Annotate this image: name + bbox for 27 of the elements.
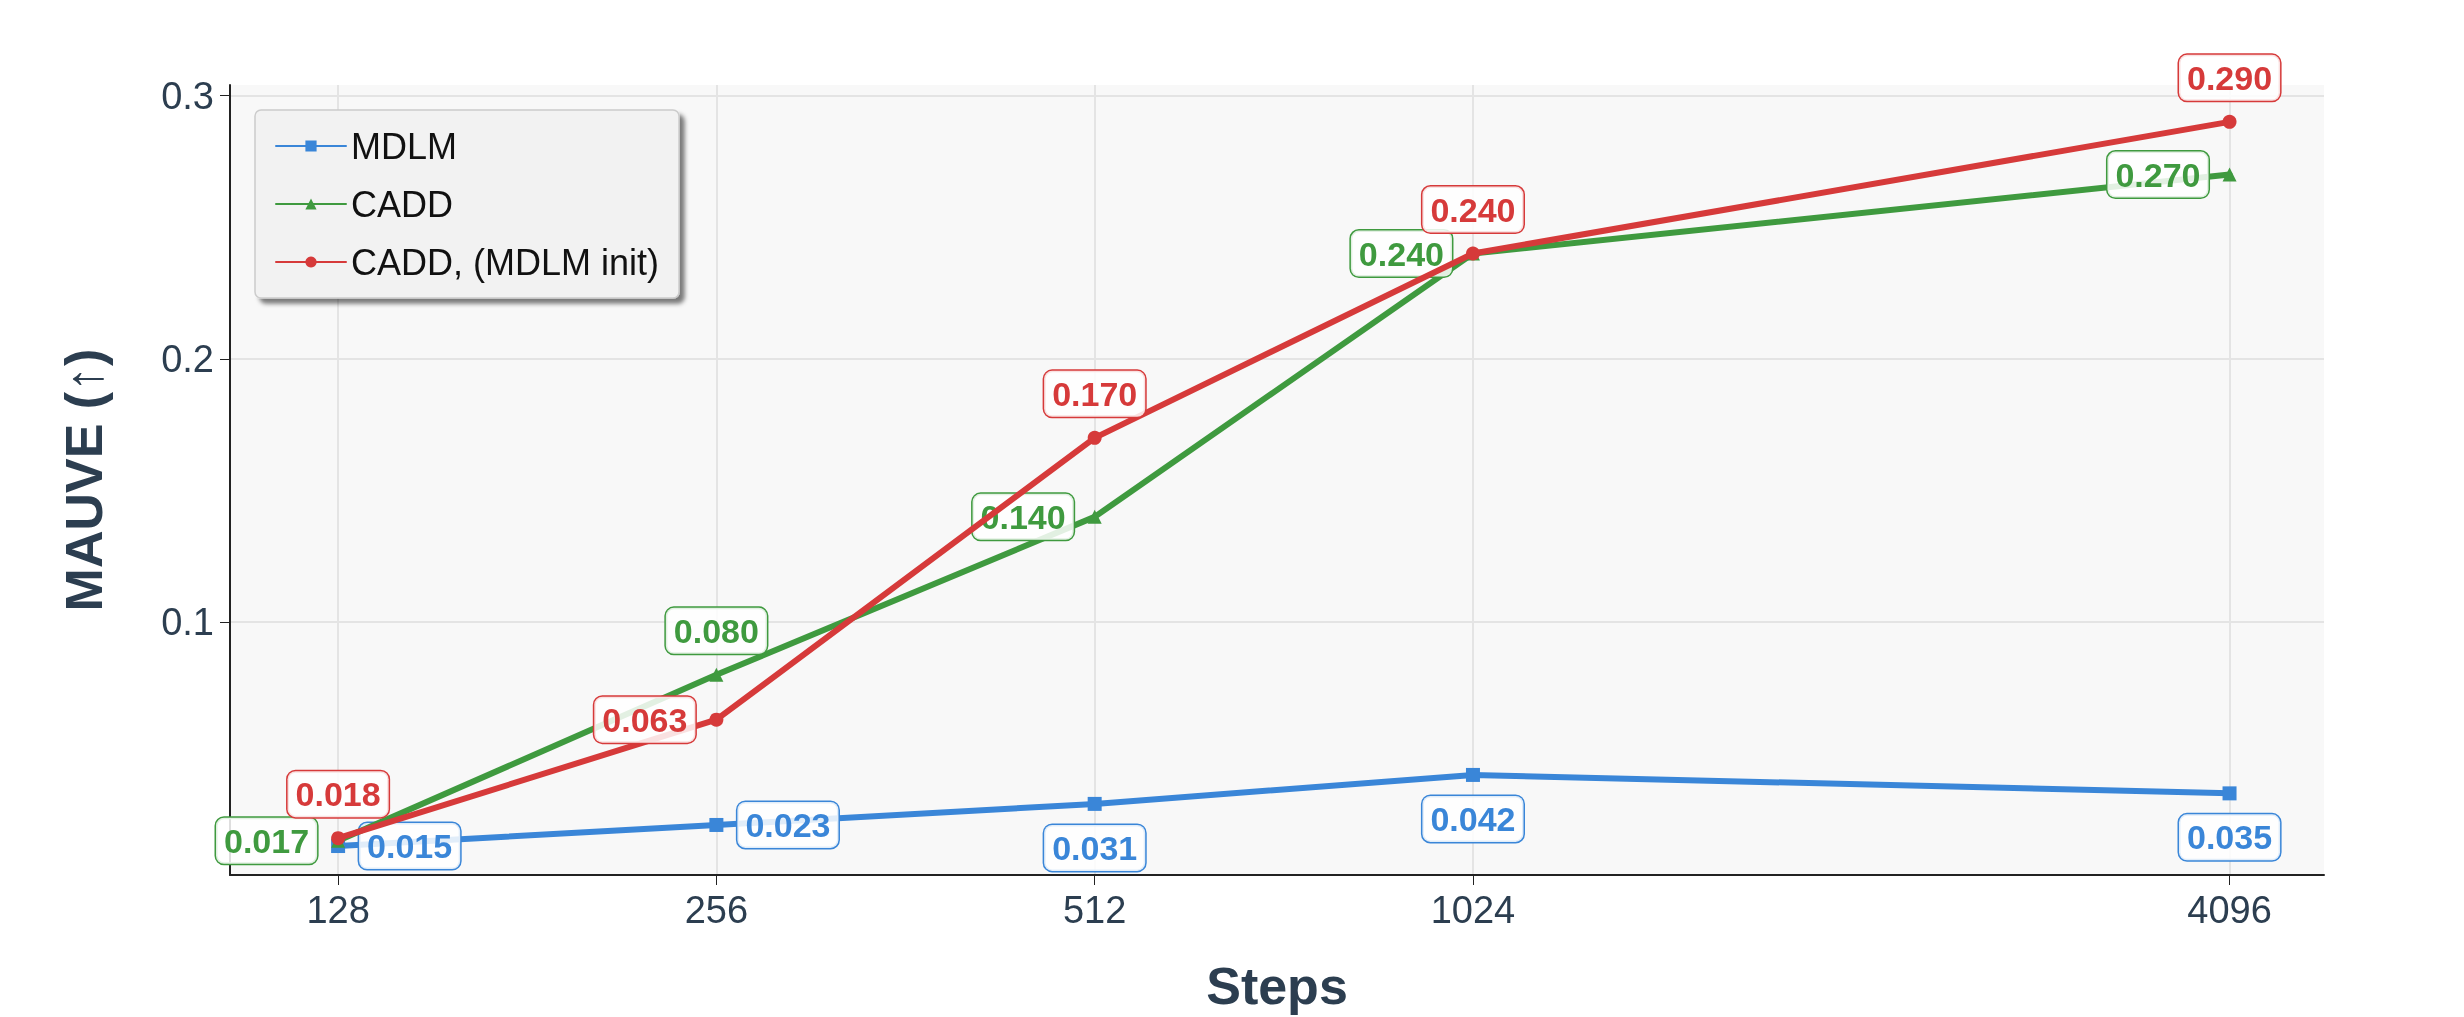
x-tick-label: 1024 — [1430, 889, 1516, 931]
data-label: 0.017 — [224, 821, 310, 860]
data-label: 0.063 — [602, 700, 688, 739]
data-label: 0.270 — [2115, 155, 2201, 194]
data-label: 0.018 — [295, 775, 381, 814]
legend-label: CADD, (MDLM init) — [351, 241, 660, 283]
x-tick-label: 512 — [1062, 889, 1127, 931]
legend-label: MDLM — [351, 125, 457, 167]
data-label: 0.035 — [2186, 818, 2273, 857]
data-label: 0.042 — [1430, 799, 1516, 838]
data-label: 0.240 — [1358, 234, 1444, 273]
data-label: 0.240 — [1430, 190, 1516, 229]
x-axis-title: Steps — [1206, 957, 1348, 1015]
data-label: 0.170 — [1052, 374, 1138, 413]
data-label: 0.015 — [367, 827, 453, 866]
y-tick-label: 0.3 — [161, 74, 214, 117]
data-label: 0.031 — [1052, 828, 1138, 867]
data-label: 0.023 — [745, 805, 831, 844]
data-label: 0.080 — [673, 611, 759, 650]
x-tick-label: 4096 — [2187, 889, 2272, 931]
y-axis-title: MAUVE (↑) — [55, 348, 113, 612]
x-tick-label: 256 — [684, 889, 749, 931]
data-label: 0.290 — [2186, 58, 2273, 97]
y-tick-label: 0.2 — [161, 337, 214, 380]
legend-label: CADD — [351, 183, 454, 225]
y-tick-label: 0.1 — [161, 601, 214, 644]
x-tick-label: 128 — [306, 889, 370, 931]
